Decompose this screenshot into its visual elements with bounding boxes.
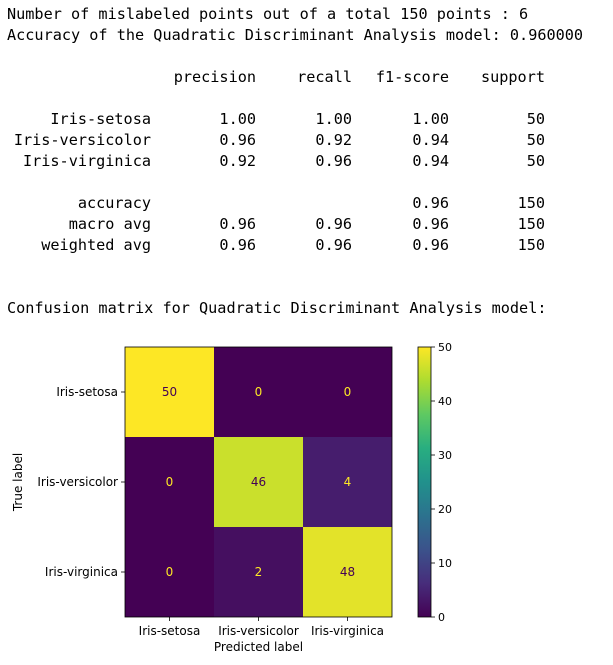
mislabeled-points-line: Number of mislabeled points out of a tot… [7, 5, 529, 23]
colorbar [417, 346, 432, 618]
heatmap-cell-value: 46 [251, 475, 266, 489]
report-weighted-f1: 0.96 [412, 236, 449, 254]
confusion-matrix-cell-labels: 50 0 0 0 46 4 0 2 48 [162, 385, 355, 579]
colorbar-tick-label: 10 [438, 557, 452, 570]
report-row-label: Iris-setosa [50, 110, 151, 128]
heatmap-cell [214, 527, 303, 617]
y-tick-labels: Iris-setosa Iris-versicolor Iris-virginica [37, 385, 125, 579]
heatmap-cell-value: 0 [166, 475, 174, 489]
colorbar-tick-label: 40 [438, 395, 452, 408]
heatmap-cell [125, 347, 214, 437]
report-f1: 0.94 [412, 152, 449, 170]
heatmap-cell-value: 50 [162, 385, 177, 399]
heatmap-cell-value: 4 [344, 475, 352, 489]
header-support: support [480, 68, 545, 86]
report-macro-label: macro avg [68, 215, 151, 233]
header-precision: precision [173, 68, 256, 86]
colorbar-tick-label: 50 [438, 341, 452, 354]
report-row-label: Iris-versicolor [13, 131, 151, 149]
report-recall: 1.00 [315, 110, 352, 128]
report-macro-precision: 0.96 [219, 215, 256, 233]
report-support: 50 [526, 131, 545, 149]
report-macro-recall: 0.96 [315, 215, 352, 233]
report-weighted-precision: 0.96 [219, 236, 256, 254]
report-f1: 0.94 [412, 131, 449, 149]
confusion-matrix-chart: 50 0 00 46 40 2 48 Iris-setosa Iris-versicolor I… [11, 341, 452, 654]
report-weighted-support: 150 [517, 236, 545, 254]
report-support: 50 [526, 110, 545, 128]
report-precision: 1.00 [219, 110, 256, 128]
accuracy-line: Accuracy of the Quadratic Discriminant A… [7, 26, 584, 44]
heatmap-cell-value: 0 [166, 565, 174, 579]
confusion-matrix-cells [125, 347, 392, 617]
heatmap-cell [214, 437, 303, 527]
x-tick-label: Iris-virginica [311, 624, 384, 638]
report-recall: 0.96 [315, 152, 352, 170]
report-macro-support: 150 [517, 215, 545, 233]
report-weighted-label: weighted avg [41, 236, 151, 254]
colorbar-tick-label: 0 [438, 611, 445, 624]
report-accuracy-label: accuracy [77, 194, 151, 212]
x-tick-label: Iris-setosa [139, 624, 201, 638]
heatmap-cell [303, 527, 392, 617]
heatmap-cell-value: 0 [344, 385, 352, 399]
colorbar-ticks: 0 10 20 30 40 50 [431, 341, 452, 624]
header-f1-score: f1-score [375, 68, 449, 86]
report-support: 50 [526, 152, 545, 170]
report-precision: 0.96 [219, 131, 256, 149]
colorbar-tick-label: 20 [438, 503, 452, 516]
y-tick-label: Iris-versicolor [37, 475, 118, 489]
header-recall: recall [297, 68, 352, 86]
report-accuracy-f1: 0.96 [412, 194, 449, 212]
report-precision: 0.92 [219, 152, 256, 170]
y-tick-label: Iris-virginica [45, 565, 118, 579]
confusion-matrix-heading: Confusion matrix for Quadratic Discrimin… [7, 299, 547, 317]
heatmap-cell [303, 437, 392, 527]
x-tick-label: Iris-versicolor [218, 624, 299, 638]
heatmap-cell-value: 48 [340, 565, 355, 579]
report-f1: 1.00 [412, 110, 449, 128]
report-accuracy-support: 150 [517, 194, 545, 212]
heatmap-cell [125, 437, 214, 527]
heatmap-cell [214, 347, 303, 437]
colorbar-tick-label: 30 [438, 449, 452, 462]
report-weighted-recall: 0.96 [315, 236, 352, 254]
heatmap-cell [125, 527, 214, 617]
heatmap-cell [303, 347, 392, 437]
y-tick-label: Iris-setosa [56, 385, 118, 399]
heatmap-cell-value: 2 [255, 565, 263, 579]
x-tick-labels: Iris-setosa Iris-versicolor Iris-virginica [139, 617, 384, 638]
heatmap-cell-value: 0 [255, 385, 263, 399]
report-macro-f1: 0.96 [412, 215, 449, 233]
report-row-label: Iris-virginica [22, 152, 151, 170]
x-axis-label: Predicted label [214, 640, 303, 654]
y-axis-label: True label [11, 453, 25, 512]
report-recall: 0.92 [315, 131, 352, 149]
